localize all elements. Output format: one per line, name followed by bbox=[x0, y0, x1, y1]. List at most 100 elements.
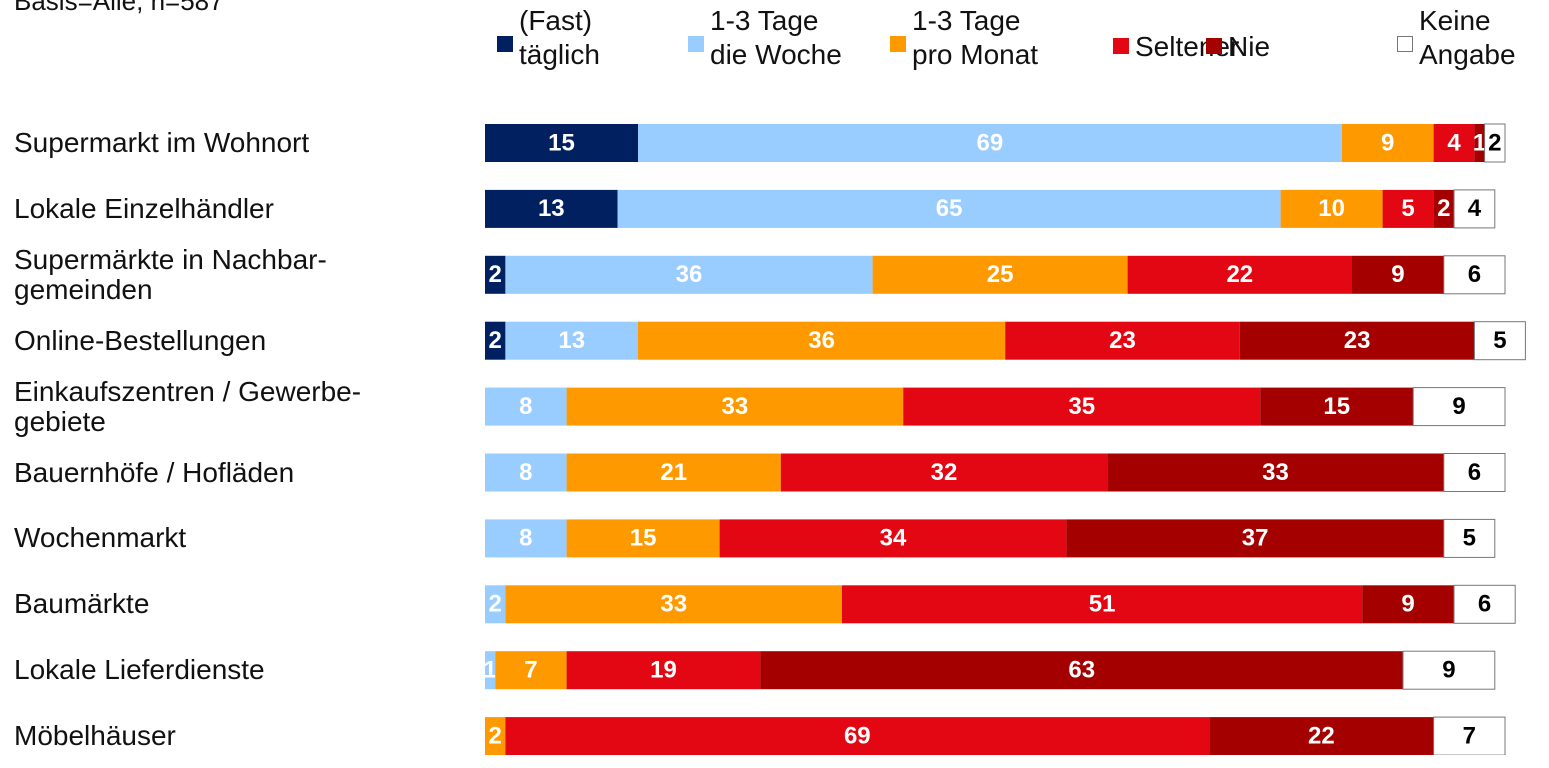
value-label: 2 bbox=[489, 261, 502, 288]
value-label: 15 bbox=[1323, 393, 1350, 420]
value-label: 9 bbox=[1452, 393, 1465, 420]
category-label: Online-Bestellungen bbox=[14, 324, 267, 356]
value-label: 19 bbox=[650, 657, 677, 684]
value-label: 8 bbox=[519, 525, 532, 552]
value-label: 4 bbox=[1447, 129, 1461, 156]
value-label: 36 bbox=[808, 327, 835, 354]
value-label: 15 bbox=[630, 525, 657, 552]
legend-label: Seltener bbox=[1135, 31, 1240, 62]
bar-segment bbox=[1280, 189, 1383, 228]
bar-segment bbox=[1209, 717, 1434, 755]
bar-segment bbox=[1107, 453, 1444, 492]
bar-segment bbox=[1127, 255, 1352, 294]
value-label: 23 bbox=[1344, 327, 1371, 354]
category-label: Baumärkte bbox=[14, 588, 150, 620]
bar-segment bbox=[485, 651, 496, 690]
bar-segment bbox=[903, 387, 1261, 426]
value-label: 6 bbox=[1478, 591, 1491, 618]
bar-segment bbox=[1352, 255, 1444, 294]
value-label: 33 bbox=[660, 591, 687, 618]
value-label: 5 bbox=[1463, 525, 1476, 552]
value-label: 33 bbox=[722, 393, 749, 420]
bar-segment bbox=[1473, 321, 1526, 361]
category-label: Lokale Lieferdienste bbox=[14, 654, 265, 686]
bar-segment bbox=[1402, 650, 1496, 690]
legend-label: (Fast) täglich bbox=[519, 5, 600, 70]
bar-segment bbox=[1005, 321, 1240, 360]
bar-segment bbox=[872, 255, 1128, 294]
bar-segment bbox=[505, 321, 638, 360]
value-label: 1 bbox=[1473, 129, 1486, 156]
category-label: Einkaufszentren / Gewerbe- gebiete bbox=[14, 375, 362, 437]
bar-segment bbox=[1443, 255, 1506, 295]
legend-label: Nie bbox=[1228, 31, 1271, 62]
value-label: 32 bbox=[931, 459, 958, 486]
value-label: 69 bbox=[844, 722, 871, 749]
value-label: 22 bbox=[1226, 261, 1253, 288]
value-label: 25 bbox=[987, 261, 1014, 288]
value-label: 10 bbox=[1318, 195, 1345, 222]
bar-segment bbox=[566, 519, 720, 558]
chart-title: Basis=Alle, n=587 bbox=[14, 0, 224, 16]
bar-segment bbox=[485, 453, 567, 492]
category-label: Wochenmarkt bbox=[14, 522, 187, 554]
value-label: 65 bbox=[936, 195, 963, 222]
value-label: 9 bbox=[1381, 129, 1394, 156]
value-label: 33 bbox=[1262, 459, 1289, 486]
value-label: 9 bbox=[1401, 591, 1414, 618]
bar-segment bbox=[485, 255, 506, 294]
bar-segment bbox=[495, 651, 567, 690]
bar-segment bbox=[1433, 189, 1454, 228]
value-label: 15 bbox=[548, 129, 575, 156]
bar-segment bbox=[566, 453, 781, 492]
bar-segment bbox=[505, 255, 873, 294]
bar-segment bbox=[485, 717, 506, 755]
bar-segment bbox=[638, 124, 1342, 162]
bar-segment bbox=[638, 321, 1006, 360]
value-label: 9 bbox=[1391, 261, 1404, 288]
value-label: 7 bbox=[1463, 722, 1476, 749]
value-label: 51 bbox=[1089, 591, 1116, 618]
bar-segment bbox=[485, 189, 618, 228]
legend-marker bbox=[497, 36, 513, 52]
legend-marker bbox=[1206, 38, 1222, 54]
legend-marker bbox=[1397, 36, 1413, 52]
legend-marker bbox=[688, 36, 704, 52]
value-label: 23 bbox=[1109, 327, 1136, 354]
legend-label: Keine Angabe bbox=[1419, 5, 1516, 70]
legend-marker bbox=[890, 36, 906, 52]
value-label: 21 bbox=[660, 459, 687, 486]
value-label: 63 bbox=[1068, 657, 1095, 684]
category-label: Bauernhöfe / Hofläden bbox=[14, 456, 295, 488]
bar-segment bbox=[1341, 124, 1434, 162]
bar-segment bbox=[1443, 518, 1496, 558]
value-label: 22 bbox=[1308, 722, 1335, 749]
bar-segment bbox=[1474, 124, 1485, 162]
bar-segment bbox=[1433, 124, 1475, 162]
bar-segment bbox=[617, 189, 1281, 228]
value-label: 8 bbox=[519, 393, 532, 420]
value-label: 6 bbox=[1468, 459, 1481, 486]
value-label: 2 bbox=[1437, 195, 1450, 222]
bar-segment bbox=[1453, 584, 1516, 624]
value-label: 5 bbox=[1493, 327, 1506, 354]
value-label: 34 bbox=[880, 525, 907, 552]
value-label: 9 bbox=[1442, 657, 1455, 684]
bar-segment bbox=[485, 519, 567, 558]
bar-segment bbox=[719, 519, 1067, 558]
bar-segment bbox=[1484, 123, 1506, 163]
bar-segment bbox=[1239, 321, 1475, 360]
bar-segment bbox=[1453, 189, 1496, 229]
value-label: 35 bbox=[1068, 393, 1095, 420]
bar-segment bbox=[566, 387, 904, 426]
value-label: 2 bbox=[489, 722, 502, 749]
category-label: Supermarkt im Wohnort bbox=[14, 127, 310, 158]
value-label: 6 bbox=[1468, 261, 1481, 288]
bar-segment bbox=[760, 651, 1403, 690]
bar-segment bbox=[485, 321, 506, 360]
value-label: 2 bbox=[489, 327, 502, 354]
value-label: 4 bbox=[1468, 195, 1482, 222]
bar-segment bbox=[1412, 387, 1506, 427]
bar-segment bbox=[485, 124, 638, 162]
